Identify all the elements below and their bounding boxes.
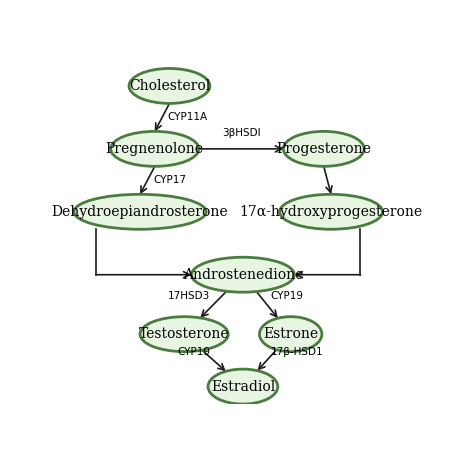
Text: CYP19: CYP19 [177,347,210,357]
Text: Pregnenolone: Pregnenolone [106,142,204,156]
Text: Testosterone: Testosterone [139,327,229,341]
Text: Progesterone: Progesterone [276,142,371,156]
Ellipse shape [140,317,228,351]
Text: CYP17: CYP17 [153,175,186,185]
Text: Dehydroepiandrosterone: Dehydroepiandrosterone [52,205,228,219]
Text: Cholesterol: Cholesterol [129,79,210,93]
Ellipse shape [129,69,210,104]
Text: Androstenedione: Androstenedione [183,268,303,282]
Text: Estrone: Estrone [263,327,318,341]
Ellipse shape [74,194,206,229]
Ellipse shape [283,131,364,166]
Text: CYP19: CYP19 [271,291,304,301]
Text: 17β-HSD1: 17β-HSD1 [271,347,323,357]
Ellipse shape [111,131,199,166]
Text: 17α-hydroxyprogesterone: 17α-hydroxyprogesterone [239,205,423,219]
Text: 3βHSDI: 3βHSDI [222,128,260,138]
Text: 17HSD3: 17HSD3 [167,291,210,301]
Ellipse shape [280,194,383,229]
Ellipse shape [259,317,322,351]
Text: Estradiol: Estradiol [211,380,275,394]
Ellipse shape [191,257,294,292]
Ellipse shape [208,369,278,404]
Text: CYP11A: CYP11A [168,113,208,123]
